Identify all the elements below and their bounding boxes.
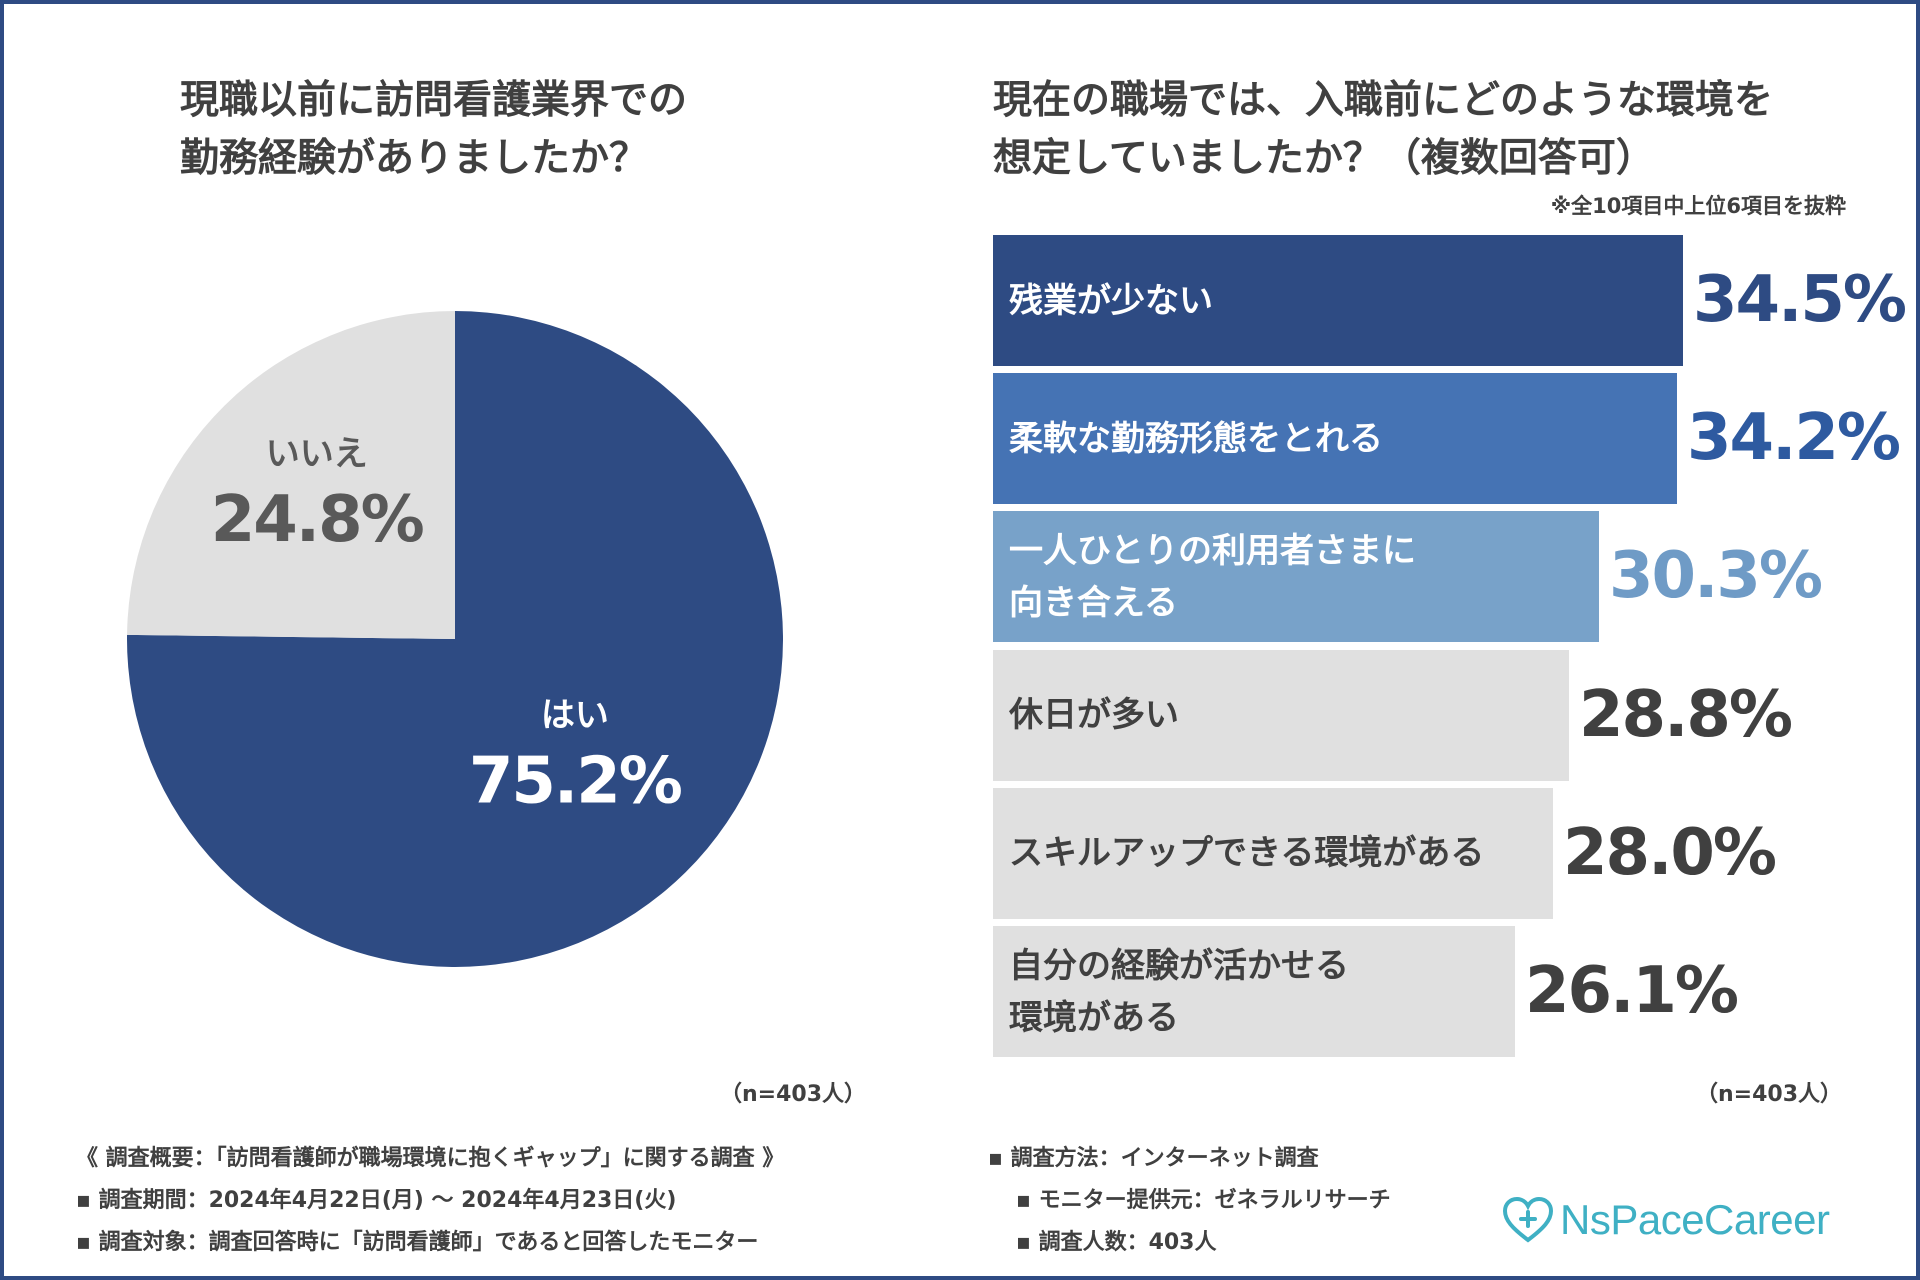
logo-text: NsPaceCareer <box>1560 1196 1830 1243</box>
bar-4: 休日が多い <box>993 649 1569 781</box>
bar-chart-note: ※全10項目中上位6項目を抜粋 <box>1550 194 1846 218</box>
pie-slice-value: 75.2% <box>469 744 682 818</box>
pie-chart-title: 現職以前に訪問看護業界での 勤務経験がありましたか？ <box>180 72 687 188</box>
bar-label: 残業が少ない <box>1009 280 1213 321</box>
bar-1: 残業が少ない <box>993 235 1683 366</box>
bar-label: 一人ひとりの利用者さまに 向き合える <box>1009 530 1416 623</box>
survey-period: ▪ 調査期間：2024年4月22日(月) 〜 2024年4月23日(火) <box>76 1188 677 1213</box>
survey-overview: 《 調査概要：「訪問看護師が職場環境に抱くギャップ」に関する調査 》 <box>76 1146 785 1171</box>
survey-count: ▪ 調査人数：403人 <box>1016 1230 1217 1255</box>
bar-sample-size: （n=403人） <box>1696 1082 1843 1107</box>
bar-title-line2: 想定していましたか？（複数回答可） <box>993 136 1655 181</box>
bar-value-label: 34.2% <box>1687 401 1901 476</box>
pie-slice-no <box>127 311 456 639</box>
bar-chart-title: 現在の職場では、入職前にどのような環境を 想定していましたか？（複数回答可） <box>993 72 1773 188</box>
bar-value-label: 28.8% <box>1579 677 1793 752</box>
survey-target: ▪ 調査対象：調査回答時に「訪問看護師」であると回答したモニター <box>76 1230 759 1255</box>
bar-value-label: 28.0% <box>1563 815 1777 890</box>
pie-title-line2: 勤務経験がありましたか？ <box>180 136 649 181</box>
bar-title-line1: 現在の職場では、入職前にどのような環境を <box>993 78 1774 123</box>
bar-label: スキルアップできる環境がある <box>1009 833 1485 874</box>
bar-5: スキルアップできる環境がある <box>993 787 1553 919</box>
survey-provider: ▪ モニター提供元：ゼネラルリサーチ <box>1016 1188 1391 1213</box>
bar-value-label: 34.5% <box>1693 263 1907 337</box>
bar-value-label: 26.1% <box>1525 954 1739 1028</box>
pie-slice-value: 24.8% <box>211 483 424 557</box>
pie-slice-yes <box>127 311 784 967</box>
bar-2: 柔軟な勤務形態をとれる <box>993 373 1677 505</box>
pie-slice-label: はい <box>541 695 609 735</box>
bar-label: 柔軟な勤務形態をとれる <box>1009 418 1383 459</box>
bar-label: 休日が多い <box>1009 695 1179 736</box>
survey-method: ▪ 調査方法：インターネット調査 <box>988 1146 1319 1171</box>
bar-label: 自分の経験が活かせる 環境がある <box>1009 945 1349 1038</box>
pie-sample-size: （n=403人） <box>720 1082 867 1107</box>
bar-6: 自分の経験が活かせる 環境がある <box>993 926 1515 1057</box>
bar-3: 一人ひとりの利用者さまに 向き合える <box>993 511 1599 643</box>
brand-logo: NsPaceCareer <box>1502 1196 1830 1244</box>
pie-title-line1: 現職以前に訪問看護業界での <box>180 78 688 123</box>
heart-plus-icon <box>1502 1196 1554 1243</box>
bar-value-label: 30.3% <box>1609 539 1823 614</box>
pie-slice-label: いいえ <box>266 434 368 474</box>
